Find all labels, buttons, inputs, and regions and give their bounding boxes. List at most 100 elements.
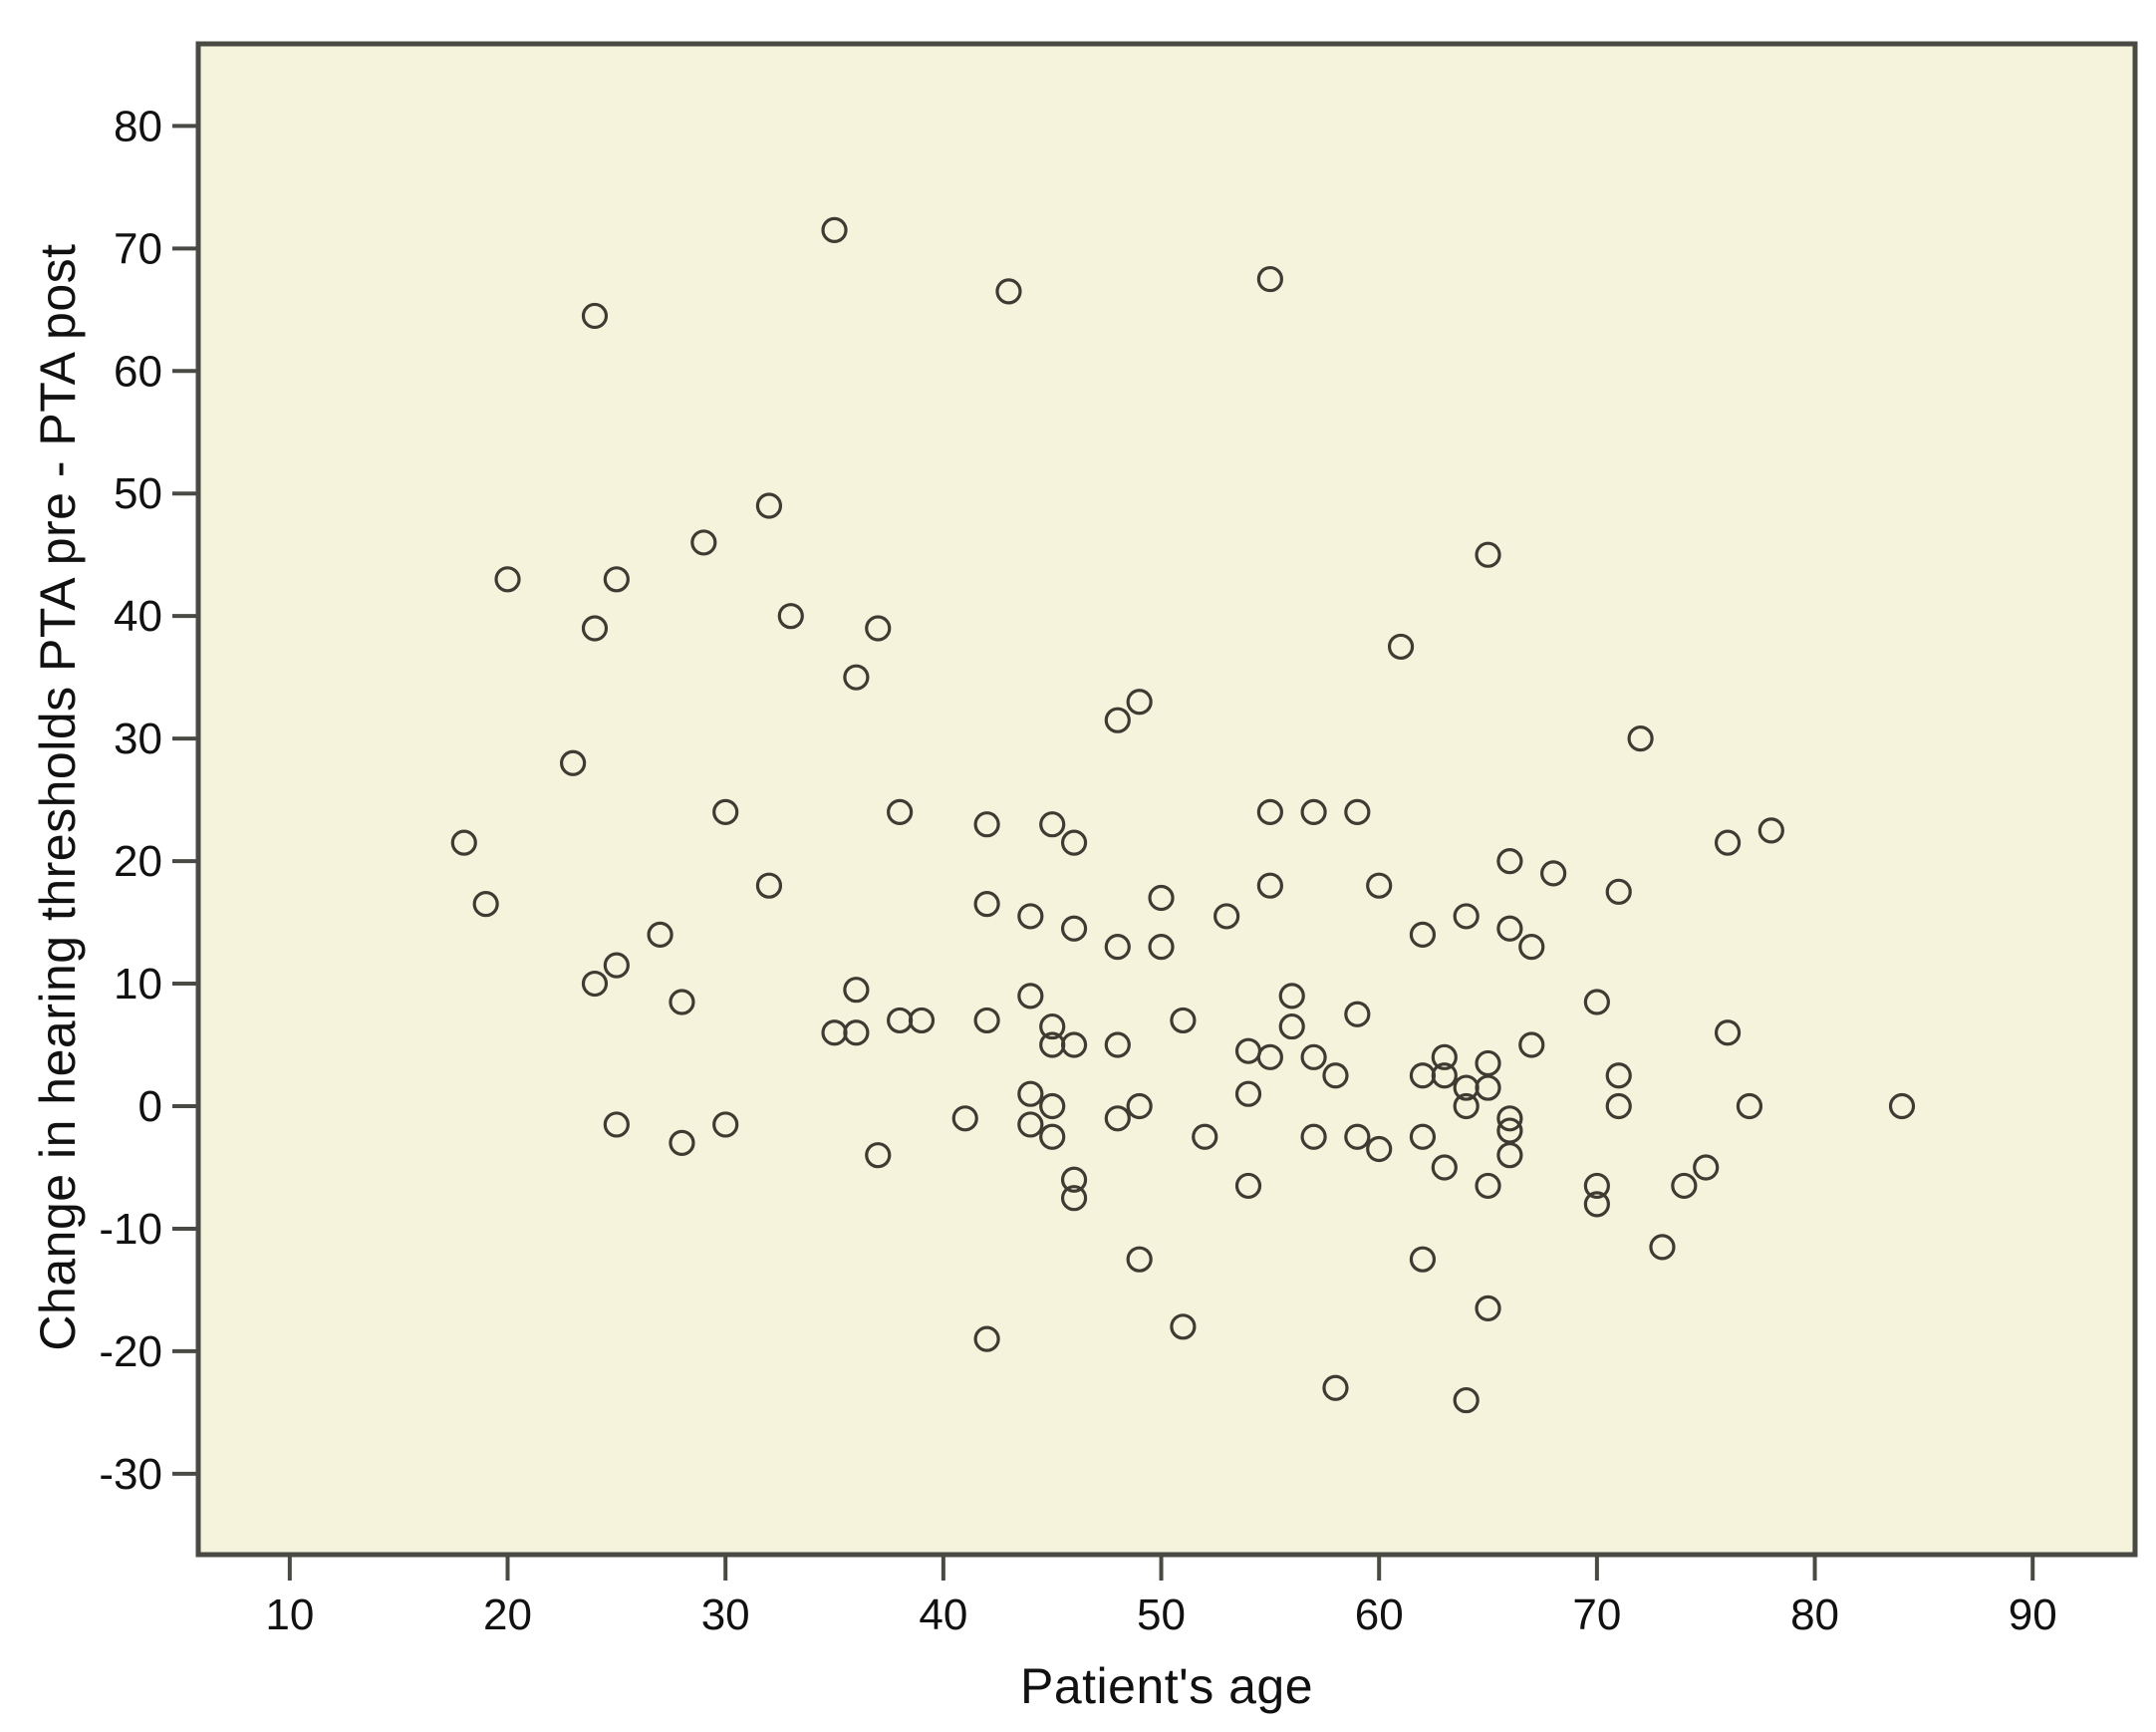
data-point (1649, 1234, 1676, 1261)
data-point (1475, 541, 1501, 568)
data-point (1060, 1185, 1088, 1212)
data-point (1192, 1123, 1218, 1150)
data-point (1126, 689, 1153, 716)
data-point (1170, 1313, 1197, 1340)
y-tick-label: 60 (114, 347, 162, 396)
y-tick-label: -10 (99, 1205, 162, 1254)
plot-background (198, 44, 2135, 1555)
data-point (1453, 903, 1480, 930)
data-point (712, 1111, 739, 1138)
data-point (1300, 1123, 1327, 1150)
x-tick-label: 30 (701, 1590, 750, 1639)
plot-frame (195, 41, 2138, 1558)
data-point (581, 302, 609, 330)
data-point (1039, 811, 1066, 838)
data-point (1496, 1142, 1523, 1169)
data-point (1736, 1092, 1763, 1120)
y-tick-label: 20 (114, 837, 162, 886)
y-tick-label: 50 (114, 469, 162, 518)
data-point (1453, 1092, 1480, 1120)
data-point (1757, 817, 1784, 844)
data-point (1409, 1246, 1437, 1273)
data-point (1126, 1246, 1153, 1273)
data-point (1344, 798, 1371, 826)
data-point (1060, 1166, 1088, 1193)
data-point (1583, 1191, 1610, 1218)
data-point (1104, 1031, 1131, 1058)
data-point (1518, 1031, 1545, 1058)
data-point (821, 216, 848, 243)
data-point (581, 970, 609, 998)
data-point (1170, 1007, 1197, 1034)
data-point (1213, 903, 1240, 930)
data-point (1344, 1123, 1371, 1150)
data-point (1496, 1105, 1523, 1132)
data-point (1714, 1019, 1742, 1046)
data-point (1148, 934, 1175, 961)
data-point (1583, 1172, 1610, 1200)
data-point (755, 872, 783, 899)
data-point (1605, 1062, 1632, 1089)
data-point (865, 615, 892, 642)
data-point (951, 1105, 978, 1132)
data-point (669, 989, 695, 1015)
data-point (1256, 265, 1283, 293)
data-point (1540, 860, 1567, 887)
data-point (1431, 1043, 1458, 1070)
y-tick-label: -20 (99, 1327, 162, 1376)
data-point (1039, 1012, 1066, 1040)
y-axis: 80 70 60 50 40 30 20 10 0 -10 -20 -30 (99, 102, 198, 1499)
data-point (1039, 1123, 1066, 1150)
data-point (1605, 878, 1632, 905)
data-point (1060, 829, 1088, 856)
data-point (865, 1142, 892, 1169)
data-point (1300, 1043, 1327, 1070)
y-tick-label: 0 (138, 1082, 162, 1131)
data-point (1693, 1154, 1720, 1181)
data-point (603, 1111, 630, 1138)
data-point (1496, 915, 1523, 942)
data-point (1256, 798, 1283, 826)
data-point (1017, 903, 1044, 930)
data-point (973, 891, 1000, 918)
data-point (973, 1325, 1000, 1352)
x-tick-label: 10 (265, 1590, 314, 1639)
data-point (1278, 983, 1305, 1010)
data-point (887, 798, 914, 826)
data-point (560, 749, 587, 776)
data-point (647, 921, 674, 948)
data-point (603, 952, 630, 979)
data-point (1627, 725, 1654, 752)
y-tick-label: -30 (99, 1450, 162, 1499)
x-tick-label: 20 (483, 1590, 532, 1639)
data-point (1366, 1135, 1393, 1163)
data-point (1278, 1012, 1305, 1040)
data-point (1017, 983, 1044, 1010)
data-point (1714, 829, 1742, 856)
data-point (1409, 921, 1437, 948)
data-point (995, 278, 1022, 305)
data-point (494, 566, 521, 593)
data-point (1148, 884, 1175, 912)
y-tick-label: 10 (114, 960, 162, 1009)
data-point (1104, 934, 1131, 961)
data-point (1518, 934, 1545, 961)
data-point (843, 664, 870, 691)
data-point (1060, 1031, 1088, 1058)
data-point (1366, 872, 1393, 899)
data-point (1060, 915, 1088, 942)
data-point (1475, 1295, 1501, 1321)
data-point (603, 566, 630, 593)
data-point (1431, 1062, 1458, 1089)
data-point (1431, 1154, 1458, 1181)
y-tick-label: 80 (114, 102, 162, 150)
data-point (1322, 1062, 1349, 1089)
data-point (1300, 798, 1327, 826)
data-point (1409, 1123, 1437, 1150)
data-point (581, 615, 609, 642)
data-point (1453, 1386, 1480, 1414)
data-point (450, 829, 477, 856)
data-point (755, 492, 783, 519)
x-axis-title: Patient's age (1019, 1658, 1314, 1714)
